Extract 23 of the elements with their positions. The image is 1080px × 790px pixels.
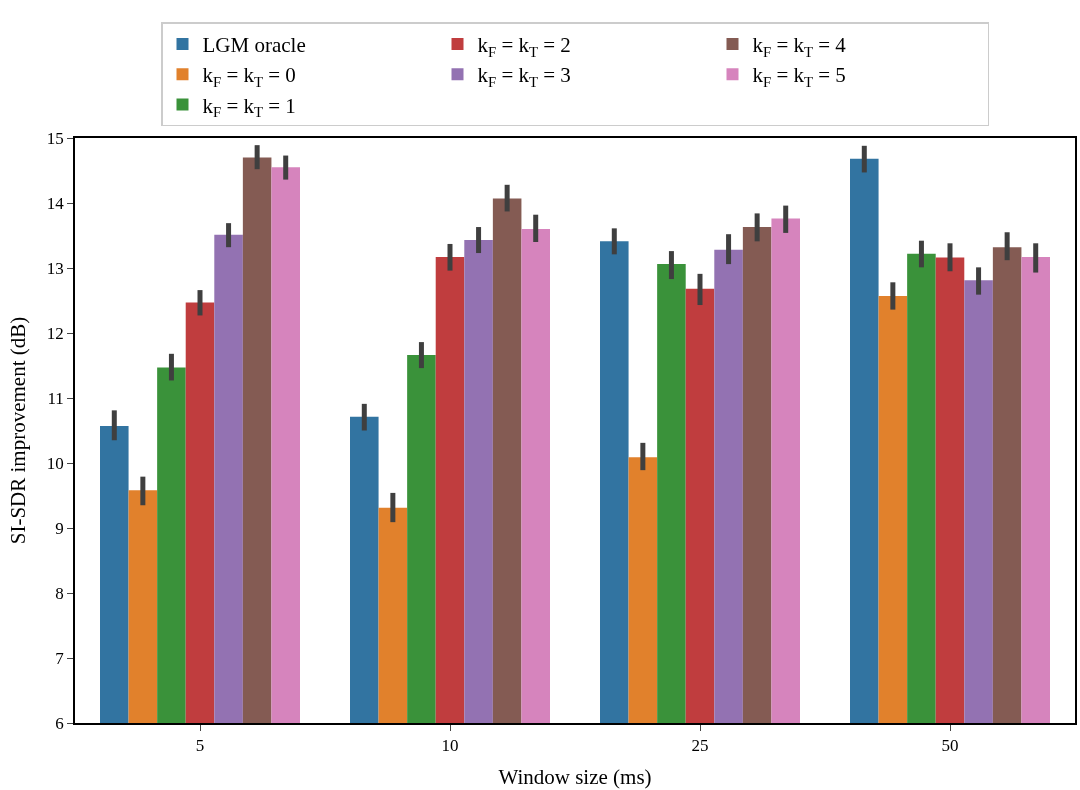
y-tick-label: 11 — [47, 388, 64, 408]
y-tick-label: 9 — [55, 518, 64, 538]
legend-label: k$_{F}$ = k$_{T}$ = 5 — [752, 63, 846, 90]
x-axis-title: Window size (ms) — [498, 764, 652, 789]
y-tick-label: 8 — [55, 583, 64, 603]
y-tick-label: 14 — [46, 193, 65, 213]
legend-label: k$_{F}$ = k$_{T}$ = 4 — [752, 33, 847, 60]
y-tick-label: 13 — [46, 258, 64, 278]
y-tick-label: 10 — [46, 453, 64, 473]
legend-label: k$_{F}$ = k$_{T}$ = 0 — [202, 63, 296, 90]
y-tick-label: 6 — [55, 713, 64, 733]
y-tick-label: 12 — [46, 323, 64, 343]
legend-label: k$_{F}$ = k$_{T}$ = 1 — [202, 93, 296, 121]
x-tick-label: 10 — [441, 736, 459, 756]
x-tick-label: 50 — [941, 736, 959, 756]
legend-label: LGM oracle — [202, 33, 306, 58]
legend-label: k$_{F}$ = k$_{T}$ = 3 — [477, 63, 571, 90]
y-tick-label: 15 — [46, 128, 64, 148]
x-tick-label: 5 — [195, 736, 205, 756]
y-tick-label: 7 — [55, 648, 65, 668]
x-tick-label: 25 — [691, 736, 709, 756]
y-axis-title: SI-SDR improvement (dB) — [6, 316, 31, 545]
legend-label: k$_{F}$ = k$_{T}$ = 2 — [477, 33, 571, 60]
